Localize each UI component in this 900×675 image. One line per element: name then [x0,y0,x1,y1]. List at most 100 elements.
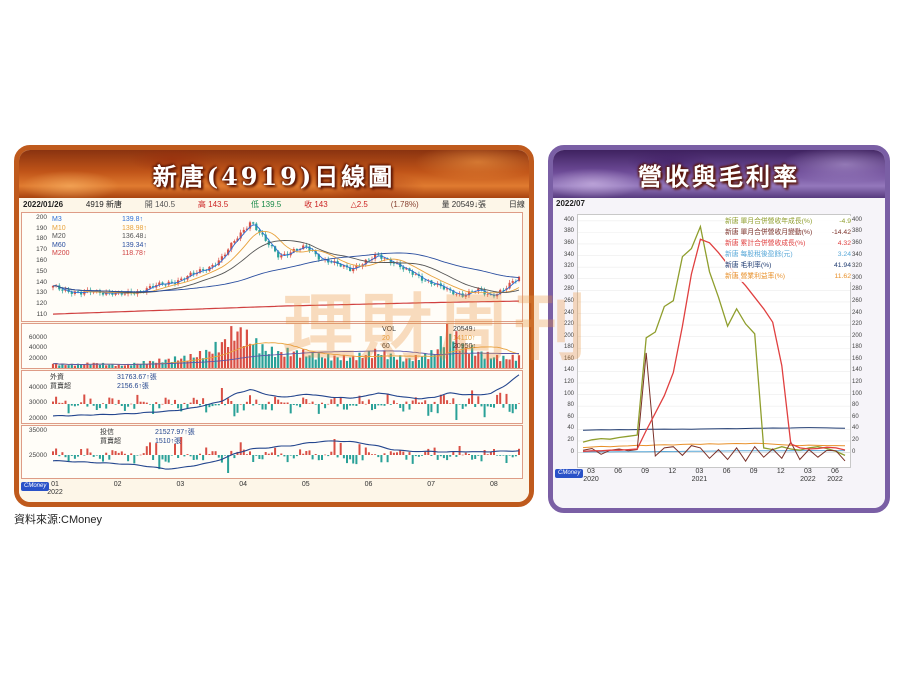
foreign-tick: 30000 [28,399,47,407]
price-tick: 150 [36,267,47,275]
revenue-header: 營收與毛利率 [553,150,885,198]
revenue-legend-row: 新唐 毛利率(%) 41.94 [725,262,851,269]
rev-y-tick-left: 220 [563,321,574,328]
rev-y-tick-left: 300 [563,274,574,281]
trust-net-chart: 投信 21527.97↑張 買賣超 1510↑張 35000 25000 [21,425,523,479]
trust-net-plot [52,437,520,473]
rev-y-tick-right: 0 [852,448,856,455]
revenue-x-axis: 03 2020 06 09 12 03 2021 06 09 12 03 2022 06 2022 [577,468,851,486]
trust-legend: 投信 21527.97↑張 買賣超 1510↑張 [100,429,195,446]
price-tick: 120 [36,300,47,308]
legend-row: M10 138.98↑ [52,224,147,232]
trust-tick: 35000 [28,426,47,434]
x-tick: 05 [301,481,310,488]
trust-tick: 25000 [28,451,47,459]
rev-y-tick-right: 280 [852,286,863,293]
price-tick: 180 [36,235,47,243]
rev-y-tick-right: 140 [852,367,863,374]
info-item: 收 143 [304,200,328,209]
volume-plot [51,324,521,368]
rev-y-tick-right: 320 [852,263,863,270]
rev-y-tick-right: 100 [852,390,863,397]
rev-y-tick-left: 320 [563,263,574,270]
rev-y-tick-right: 40 [852,425,859,432]
rev-x-tick: 09 [749,468,758,475]
rev-x-tick: 03 2022 [800,468,816,483]
rev-x-tick: 06 [722,468,731,475]
price-tick: 190 [36,224,47,232]
rev-y-tick-left: 180 [563,344,574,351]
rev-y-tick-left: 140 [563,367,574,374]
rev-y-tick-left: 200 [563,332,574,339]
rev-y-tick-right: 80 [852,402,859,409]
rev-y-tick-left: 20 [567,436,574,443]
revenue-legend-row: 新唐 每股稅後盈餘(元) 3.24 [725,251,851,258]
rev-y-tick-right: 120 [852,379,863,385]
source-note: 資料來源:CMoney [14,514,103,526]
rev-y-tick-right: 400 [852,216,863,223]
stock-info-bar: 2022/01/26 4919 新唐 開 140.5 高 143.5 低 139.5 收 … [23,198,525,211]
price-tick: 160 [36,257,47,264]
rev-y-tick-right: 260 [852,297,863,304]
rev-x-tick: 06 2022 [827,468,843,483]
info-item: 開 140.5 [144,200,176,209]
foreign-legend: 外資 31763.67↑張 買賣超 2156.6↑張 [50,374,157,391]
rev-y-tick-right: 60 [852,413,859,420]
rev-x-tick: 09 [641,468,650,475]
daily-chart-body: 2022/01/26 4919 新唐 開 140.5 高 143.5 低 139.5 收 … [19,198,529,502]
daily-chart-panel: 新唐(4919)日線圖 2022/01/26 4919 新唐 開 140.5 高 14… [14,145,534,507]
x-tick: 06 [364,481,373,488]
volume-chart: VOL 20549↓ 20 14110↑ 60 20950↑ 60000 40000 2000… [21,323,523,369]
revenue-date-label: 2022/07 [556,199,585,208]
revenue-legend-row: 新唐 營業利益率(%) 11.62 [725,273,851,280]
rev-y-tick-left: 0 [570,448,574,455]
rev-y-tick-right: 300 [852,274,863,281]
rev-x-tick: 06 [614,468,622,475]
foreign-net-chart: 外資 31763.67↑張 買賣超 2156.6↑張 40000 30000 20000 [21,370,523,424]
revenue-legend: 新唐 單月合併營收年成長(%) -4.9 新唐 單月合併營收月變動(%) -14.42… [725,216,851,282]
rev-y-tick-left: 400 [563,216,574,223]
rev-y-tick-right: 20 [852,436,859,443]
x-tick: 03 [176,481,185,488]
legend-row: 60 20950↑ [382,343,476,350]
legend-row: M20 136.48↓ [52,233,147,240]
foreign-net-plot [52,374,520,420]
revenue-body: 2022/07 400 380 360 340 320 300 280 260 240 220 20… [553,198,885,508]
legend-row: 買賣超 1510↑張 [100,437,182,445]
rev-y-tick-right: 160 [852,355,863,362]
volume-tick: 20000 [28,354,47,362]
rev-y-tick-right: 180 [852,344,863,351]
legend-row: 20 14110↑ [382,334,476,342]
legend-row: M200 118.78↑ [52,250,147,257]
legend-row: VOL 20549↓ [382,326,476,333]
price-plot [51,220,521,315]
rev-x-tick: 12 [776,468,785,475]
rev-y-tick-right: 360 [852,240,863,246]
info-item: 低 139.5 [251,200,282,209]
revenue-title: 營收與毛利率 [638,161,800,191]
rev-y-tick-left: 260 [563,297,574,304]
rev-y-tick-left: 160 [563,355,574,362]
info-item: 4919 新唐 [85,200,122,209]
price-tick: 140 [36,278,47,286]
info-item: 高 143.5 [197,200,229,209]
legend-row: M60 139.34↑ [52,241,147,249]
x-tick: 04 [239,481,247,488]
rev-y-tick-right: 240 [852,309,863,316]
rev-y-tick-left: 360 [563,240,574,246]
legend-row: 外資 31763.67↑張 [50,374,157,381]
rev-y-tick-right: 340 [852,251,863,258]
rev-x-tick: 03 2020 [583,468,599,483]
revenue-panel: 營收與毛利率 2022/07 400 380 360 340 320 300 280 260 2… [548,145,890,513]
daily-chart-title: 新唐(4919)日線圖 [152,161,396,191]
revenue-legend-row: 新唐 單月合併營收月變動(%) -14.42 [725,229,851,236]
rev-y-tick-right: 220 [852,321,863,328]
price-tick: 200 [36,213,47,221]
rev-x-tick: 03 2021 [691,468,708,483]
volume-tick: 60000 [28,333,47,341]
rev-x-tick: 12 [668,468,677,475]
info-item: 量 20549↓張 [441,200,487,209]
rev-y-tick-left: 380 [563,228,574,235]
info-item: △2.5 [350,200,368,209]
